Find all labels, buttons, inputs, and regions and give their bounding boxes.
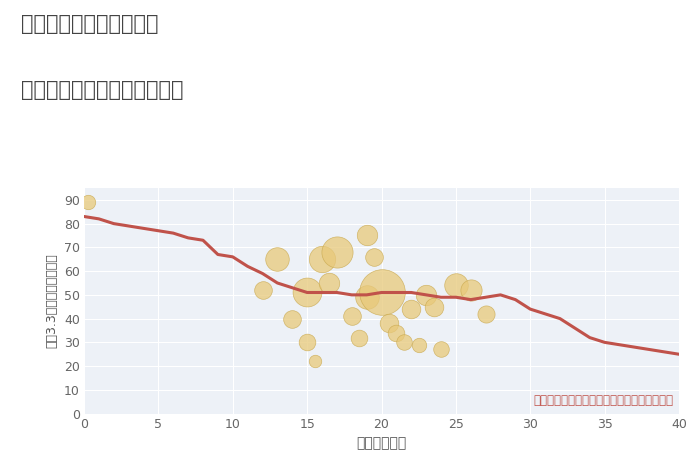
Point [272, 256, 283, 263]
Text: 大阪府富田林市宮甲田町: 大阪府富田林市宮甲田町 [21, 14, 158, 34]
Point [83, 198, 94, 206]
Point [480, 310, 491, 318]
Point [465, 286, 476, 294]
Point [302, 289, 313, 296]
Point [361, 232, 372, 239]
Point [324, 279, 335, 287]
Point [287, 315, 298, 322]
Point [428, 303, 439, 311]
X-axis label: 築年数（年）: 築年数（年） [356, 436, 407, 450]
Point [435, 346, 447, 353]
Point [302, 338, 313, 346]
Text: 築年数別中古マンション価格: 築年数別中古マンション価格 [21, 80, 183, 100]
Point [346, 313, 357, 320]
Point [450, 282, 461, 289]
Point [406, 306, 417, 313]
Y-axis label: 坪（3.3㎡）単価（万円）: 坪（3.3㎡）単価（万円） [46, 253, 58, 348]
Point [376, 289, 387, 296]
Point [421, 291, 432, 298]
Point [391, 329, 402, 337]
Point [361, 293, 372, 301]
Point [413, 341, 424, 348]
Point [257, 286, 268, 294]
Point [354, 334, 365, 341]
Point [316, 256, 328, 263]
Point [331, 248, 342, 256]
Point [309, 358, 320, 365]
Point [398, 338, 409, 346]
Point [384, 320, 395, 327]
Point [368, 253, 379, 261]
Text: 円の大きさは、取引のあった物件面積を示す: 円の大きさは、取引のあった物件面積を示す [533, 394, 673, 407]
